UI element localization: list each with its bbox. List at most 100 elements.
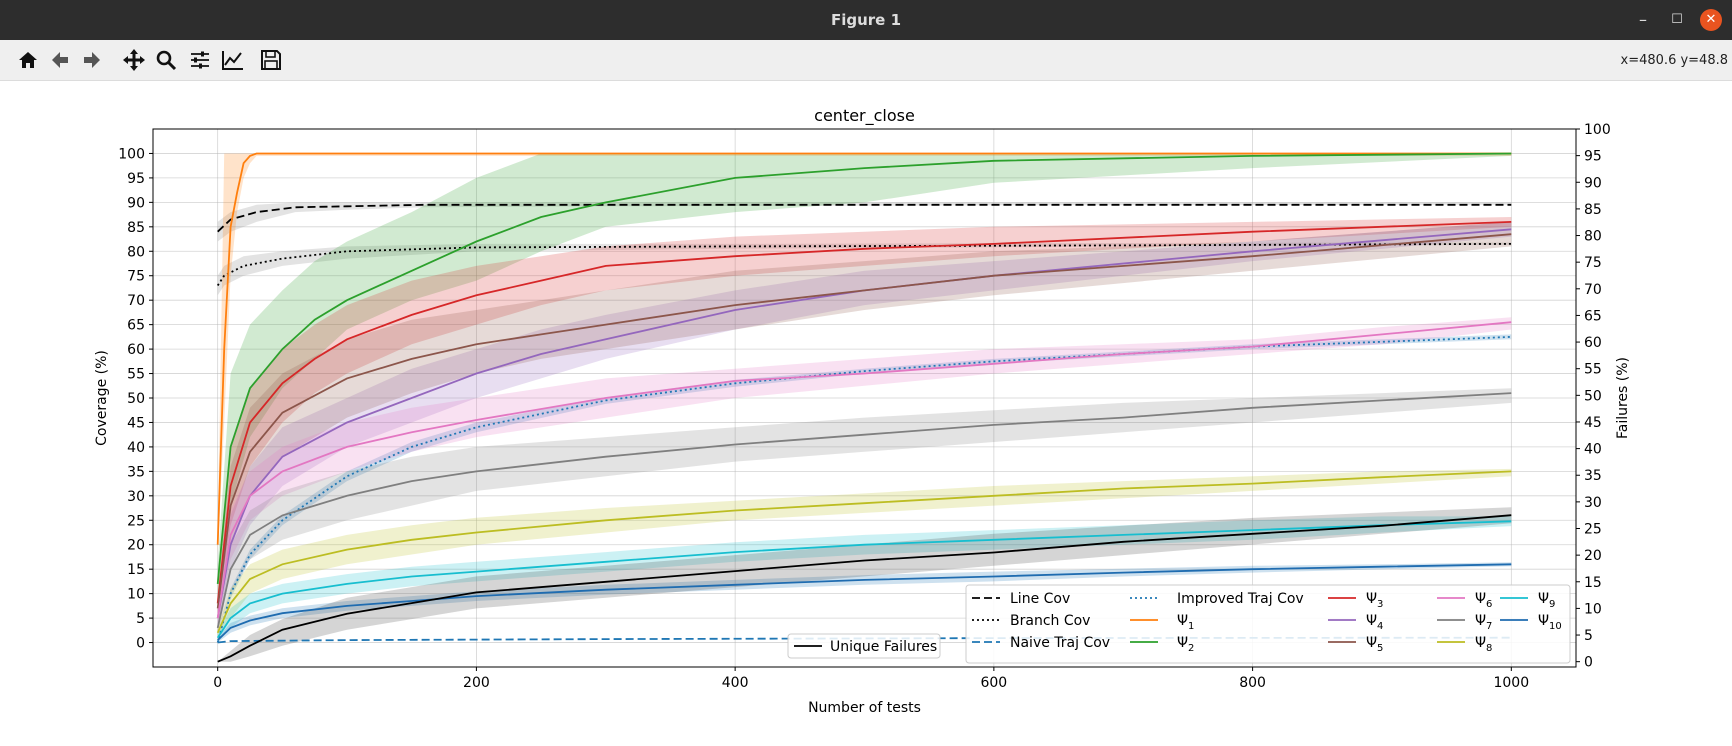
cursor-coordinates: x=480.6 y=48.8 (1620, 53, 1728, 68)
x-tick-label: 1000 (1493, 675, 1529, 691)
y-right-tick-label: 5 (1584, 628, 1593, 644)
legend-label: Ψ10 (1538, 613, 1562, 632)
plot-frame (152, 128, 1577, 668)
series-line (216, 470, 1512, 634)
series-line (216, 152, 1512, 545)
pan-icon (123, 49, 145, 71)
y-right-tick-label: 65 (1584, 308, 1602, 324)
series-line (216, 152, 1512, 584)
legend-label: Unique Failures (830, 639, 937, 655)
y-right-tick-label: 55 (1584, 362, 1602, 378)
edit-axis-icon (222, 51, 243, 70)
series-line (216, 221, 1512, 604)
x-tick-label: 200 (463, 675, 490, 691)
legend-label: Ψ4 (1366, 613, 1383, 632)
y-right-tick-label: 30 (1584, 495, 1602, 511)
series-line (216, 520, 1512, 639)
y-right-tick-label: 25 (1584, 522, 1602, 538)
y-tick-label: 30 (127, 489, 145, 505)
y-right-tick-label: 70 (1584, 282, 1602, 298)
y-tick-label: 15 (127, 562, 145, 578)
y-tick-label: 55 (127, 367, 145, 383)
legend-label: Naive Traj Cov (1010, 635, 1110, 651)
legend-label: Ψ7 (1475, 613, 1492, 632)
series-line (217, 563, 1512, 641)
y-tick-label: 40 (127, 440, 145, 456)
y-right-tick-label: 95 (1584, 149, 1602, 165)
save-button[interactable] (257, 47, 285, 73)
save-icon (261, 50, 281, 70)
main-legend-box (965, 584, 1571, 664)
y-tick-label: 80 (127, 244, 145, 260)
y-tick-label: 20 (127, 538, 145, 554)
zoom-button[interactable] (152, 47, 180, 73)
series-line (217, 203, 1512, 233)
legend-label: Ψ5 (1366, 635, 1383, 654)
y-right-tick-label: 75 (1584, 255, 1602, 271)
x-tick-label: 800 (1239, 675, 1266, 691)
edit-axis-button[interactable] (219, 47, 247, 73)
window-title: Figure 1 (830, 11, 902, 29)
y-axis-label: Coverage (%) (94, 350, 110, 446)
forward-button[interactable] (78, 47, 106, 73)
y-tick-label: 10 (127, 587, 145, 603)
y-right-tick-label: 40 (1584, 442, 1602, 458)
series-line (216, 321, 1512, 619)
y-tick-label: 5 (136, 611, 145, 627)
y-tick-label: 100 (118, 146, 145, 162)
y-right-tick-label: 85 (1584, 202, 1602, 218)
back-button[interactable] (46, 47, 74, 73)
minimize-button[interactable]: – (1639, 10, 1647, 29)
y-right-axis-label: Failures (%) (1615, 357, 1631, 439)
y-right-tick-label: 60 (1584, 335, 1602, 351)
home-button[interactable] (14, 47, 42, 73)
y-right-tick-label: 90 (1584, 175, 1602, 191)
x-tick-label: 400 (722, 675, 749, 691)
forward-icon (84, 52, 100, 68)
zoom-icon (156, 50, 177, 71)
toolbar: x=480.6 y=48.8 (0, 40, 1732, 81)
close-button[interactable]: ✕ (1700, 9, 1722, 31)
pan-button[interactable] (120, 47, 148, 73)
legend-label: Ψ6 (1475, 591, 1492, 610)
y-tick-label: 35 (127, 464, 145, 480)
confidence-band (217, 516, 1512, 643)
legend-label: Ψ2 (1177, 635, 1194, 654)
y-right-tick-label: 15 (1584, 575, 1602, 591)
figure-canvas[interactable]: 0 200 400 600 800 1000 0 5 10 15 20 25 30 35 40 45 50 55 6… (0, 81, 1732, 742)
x-tick-label: 0 (213, 675, 222, 691)
series-line (216, 392, 1512, 629)
x-tick-label: 600 (980, 675, 1007, 691)
confidence-band (217, 221, 1512, 619)
y-right-tick-label: 80 (1584, 229, 1602, 245)
confidence-band (217, 507, 1512, 662)
y-tick-label: 60 (127, 342, 145, 358)
configure-subplots-button[interactable] (186, 47, 214, 73)
y-tick-label: 90 (127, 195, 145, 211)
chart-title: center_close (814, 106, 915, 126)
y-right-tick-label: 35 (1584, 468, 1602, 484)
y-tick-label: 70 (127, 293, 145, 309)
legend-label: Improved Traj Cov (1177, 591, 1304, 607)
configure-subplots-icon (191, 51, 209, 69)
legend-label: Branch Cov (1010, 613, 1090, 629)
confidence-band (217, 317, 1512, 628)
y-right-tick-label: 45 (1584, 415, 1602, 431)
failures-legend-box (787, 633, 941, 659)
series-line (217, 514, 1512, 663)
maximize-button[interactable]: ☐ (1671, 12, 1683, 27)
x-axis-label: Number of tests (808, 700, 921, 716)
y-right-tick-label: 0 (1584, 655, 1593, 671)
legend-label: Ψ3 (1366, 591, 1383, 610)
confidence-band (217, 562, 1512, 643)
legend-label: Ψ1 (1177, 613, 1194, 632)
y-tick-label: 65 (127, 318, 145, 334)
y-right-tick-label: 50 (1584, 388, 1602, 404)
y-tick-label: 0 (136, 636, 145, 652)
y-tick-label: 95 (127, 171, 145, 187)
y-right-tick-label: 100 (1584, 122, 1611, 138)
y-tick-label: 45 (127, 415, 145, 431)
legend-label: Ψ8 (1475, 635, 1492, 654)
y-tick-label: 25 (127, 513, 145, 529)
y-right-tick-label: 10 (1584, 601, 1602, 617)
